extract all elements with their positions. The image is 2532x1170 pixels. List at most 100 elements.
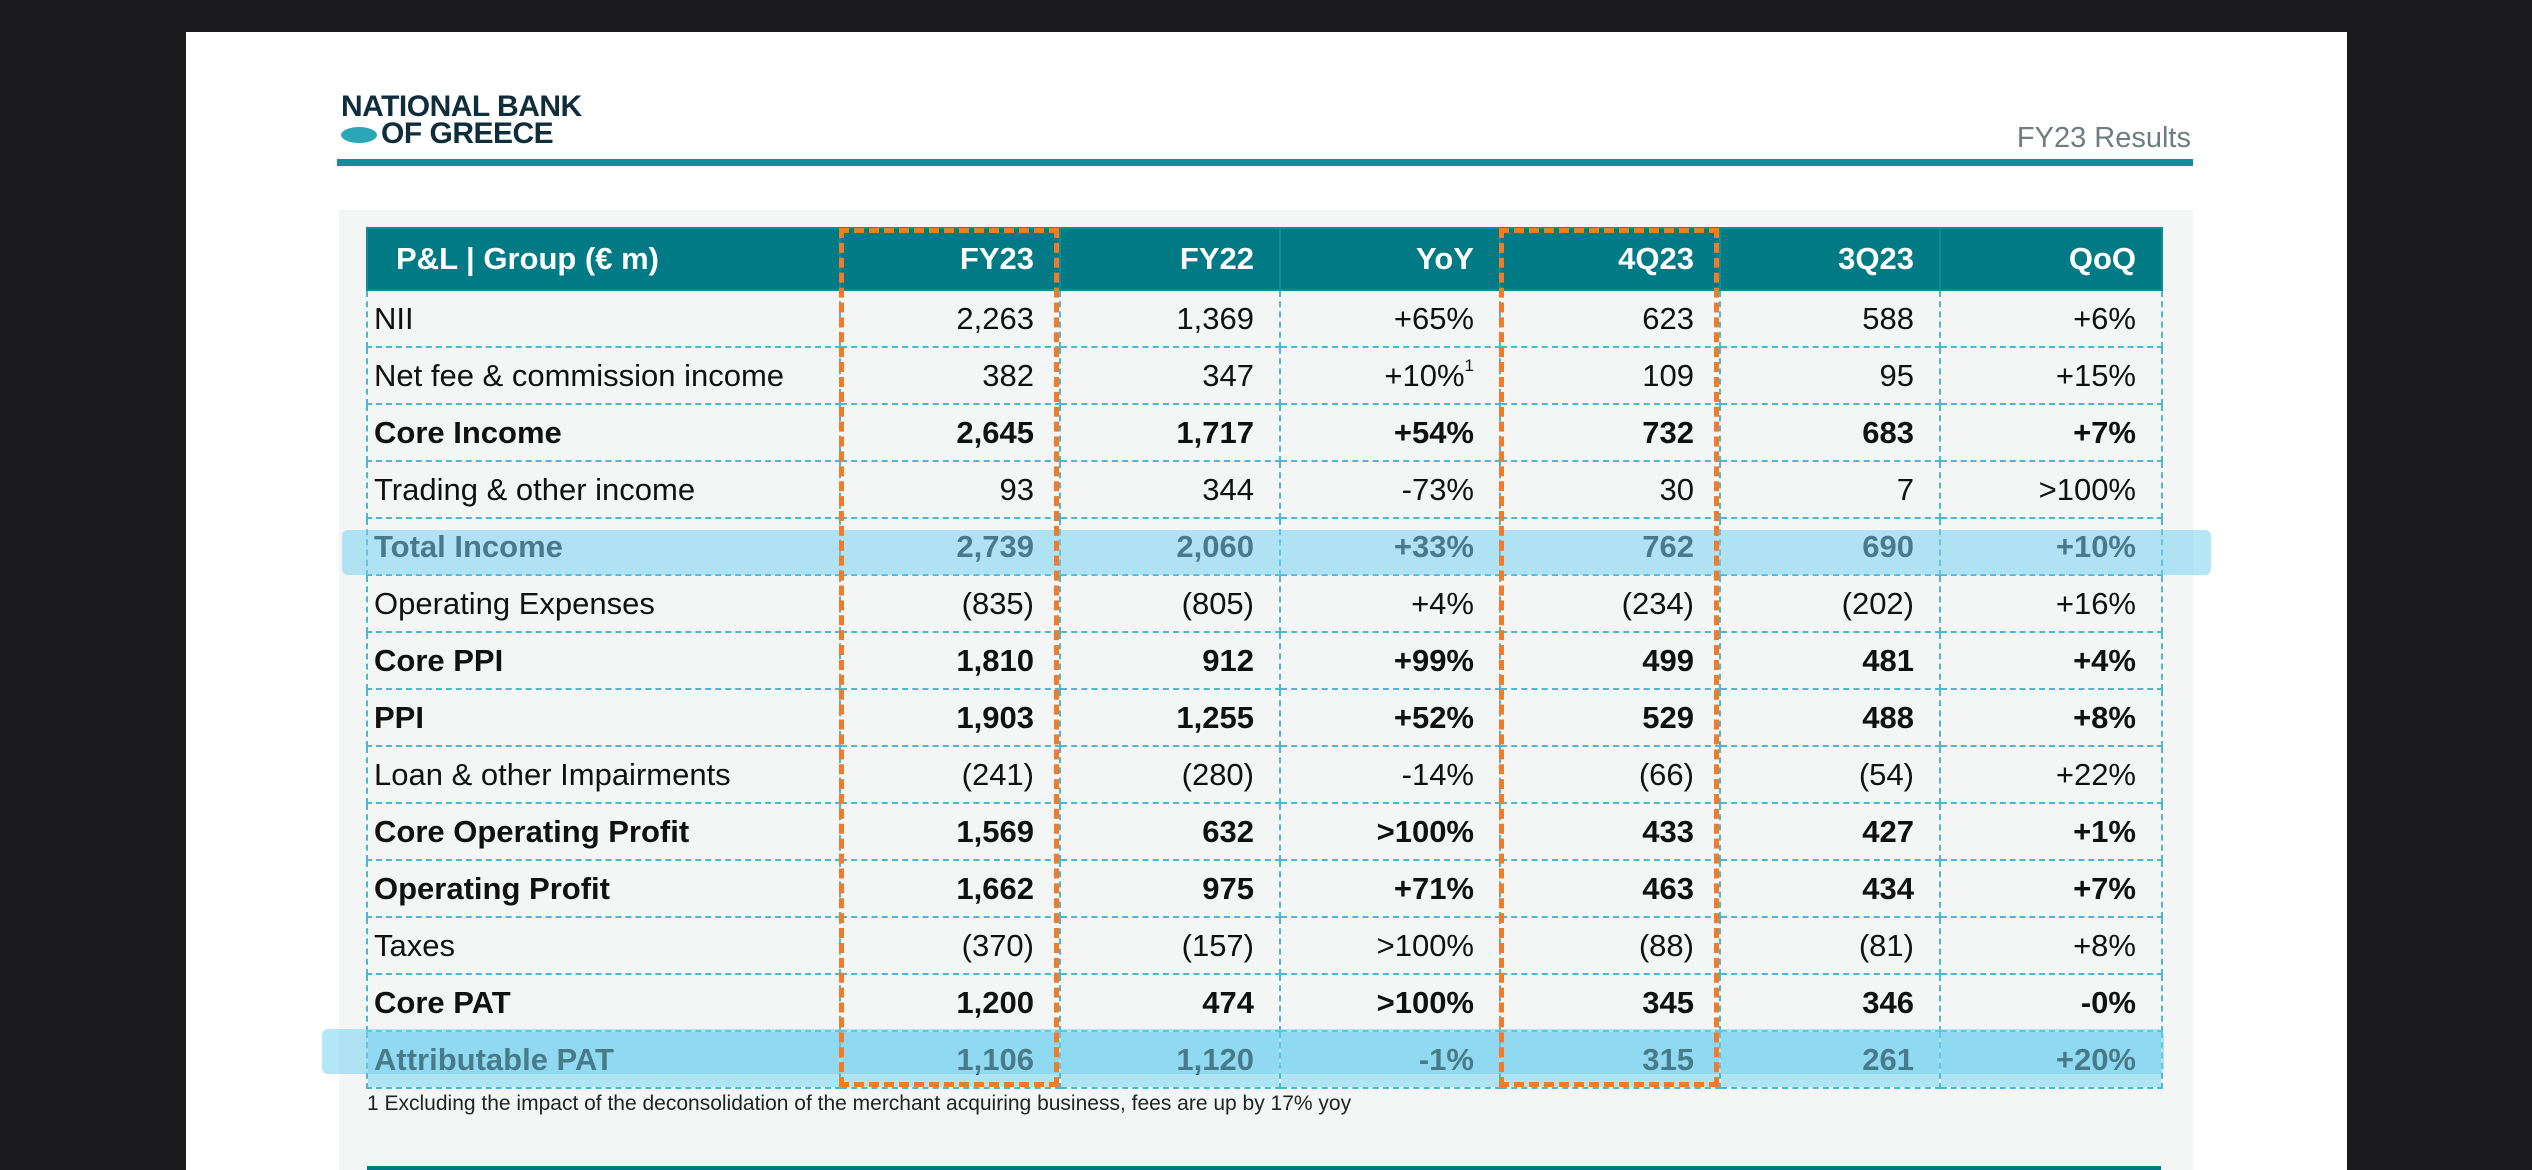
col-header-qoq: QoQ xyxy=(1939,227,2163,291)
row-label: Trading & other income xyxy=(366,460,841,519)
footnote-marker: 1 xyxy=(1464,355,1474,375)
cell-fy22: (157) xyxy=(1059,916,1281,975)
cell-fy22: 474 xyxy=(1059,973,1281,1032)
table-row-impairments: Loan & other Impairments (241) (280) -14… xyxy=(366,745,2163,804)
row-label: Net fee & commission income xyxy=(366,346,841,405)
row-label: Core Operating Profit xyxy=(366,802,841,861)
highlight-attributable-pat xyxy=(322,1029,2164,1074)
cell-qoq: +4% xyxy=(1939,631,2163,690)
cell-fy22: 632 xyxy=(1059,802,1281,861)
cell-fy23: 382 xyxy=(839,346,1061,405)
footnote: 1 Excluding the impact of the deconsolid… xyxy=(367,1092,1352,1115)
cell-fy23: 1,569 xyxy=(839,802,1061,861)
cell-3q23: (54) xyxy=(1719,745,1941,804)
cell-3q23: 481 xyxy=(1719,631,1941,690)
cell-qoq: +6% xyxy=(1939,289,2163,348)
cell-3q23: 434 xyxy=(1719,859,1941,918)
col-header-yoy: YoY xyxy=(1279,227,1501,291)
table-row-operating-expenses: Operating Expenses (835) (805) +4% (234)… xyxy=(366,574,2163,633)
logo-mark-icon xyxy=(341,127,377,143)
cell-fy23: 2,645 xyxy=(839,403,1061,462)
cell-3q23: 427 xyxy=(1719,802,1941,861)
cell-fy23: (241) xyxy=(839,745,1061,804)
cell-yoy: -73% xyxy=(1279,460,1501,519)
table-row-core-income: Core Income 2,645 1,717 +54% 732 683 +7% xyxy=(366,403,2163,462)
cell-fy22: 344 xyxy=(1059,460,1281,519)
cell-fy23: 1,662 xyxy=(839,859,1061,918)
row-label: NII xyxy=(366,289,841,348)
cell-4q23: (234) xyxy=(1499,574,1721,633)
cell-qoq: >100% xyxy=(1939,460,2163,519)
cell-yoy: +99% xyxy=(1279,631,1501,690)
cell-qoq: +8% xyxy=(1939,688,2163,747)
cell-yoy: >100% xyxy=(1279,802,1501,861)
slide-page: NATIONAL BANK OF GREECE FY23 Results P&L… xyxy=(186,32,2347,1170)
cell-qoq: +7% xyxy=(1939,859,2163,918)
cell-fy23: 2,263 xyxy=(839,289,1061,348)
header-divider xyxy=(337,159,2193,166)
row-label: Taxes xyxy=(366,916,841,975)
cell-4q23: 109 xyxy=(1499,346,1721,405)
cell-fy22: 347 xyxy=(1059,346,1281,405)
cell-yoy: -14% xyxy=(1279,745,1501,804)
cell-yoy: +4% xyxy=(1279,574,1501,633)
table-row-core-operating-profit: Core Operating Profit 1,569 632 >100% 43… xyxy=(366,802,2163,861)
cell-4q23: 30 xyxy=(1499,460,1721,519)
pl-table: P&L | Group (€ m) FY23 FY22 YoY 4Q23 3Q2… xyxy=(366,227,2163,1089)
bottom-divider xyxy=(367,1166,2161,1170)
row-label: Core Income xyxy=(366,403,841,462)
cell-fy22: (805) xyxy=(1059,574,1281,633)
row-label: Operating Expenses xyxy=(366,574,841,633)
cell-qoq: +7% xyxy=(1939,403,2163,462)
cell-4q23: 732 xyxy=(1499,403,1721,462)
table-row-core-ppi: Core PPI 1,810 912 +99% 499 481 +4% xyxy=(366,631,2163,690)
row-label: PPI xyxy=(366,688,841,747)
cell-fy22: 1,255 xyxy=(1059,688,1281,747)
cell-fy22: 1,717 xyxy=(1059,403,1281,462)
table-row-operating-profit: Operating Profit 1,662 975 +71% 463 434 … xyxy=(366,859,2163,918)
logo-line-1: NATIONAL BANK xyxy=(341,90,582,123)
col-header-4q23: 4Q23 xyxy=(1499,227,1721,291)
cell-qoq: +1% xyxy=(1939,802,2163,861)
cell-3q23: 488 xyxy=(1719,688,1941,747)
cell-yoy: +65% xyxy=(1279,289,1501,348)
col-header-3q23: 3Q23 xyxy=(1719,227,1941,291)
cell-fy22: 912 xyxy=(1059,631,1281,690)
cell-4q23: 433 xyxy=(1499,802,1721,861)
cell-4q23: 529 xyxy=(1499,688,1721,747)
cell-qoq: +22% xyxy=(1939,745,2163,804)
report-title: FY23 Results xyxy=(2016,122,2191,154)
row-label: Loan & other Impairments xyxy=(366,745,841,804)
bank-logo: NATIONAL BANK OF GREECE xyxy=(341,92,601,152)
cell-yoy: +71% xyxy=(1279,859,1501,918)
table-row-net-fee: Net fee & commission income 382 347 +10%… xyxy=(366,346,2163,405)
col-header-label: P&L | Group (€ m) xyxy=(366,227,841,291)
cell-qoq: +8% xyxy=(1939,916,2163,975)
cell-3q23: 588 xyxy=(1719,289,1941,348)
cell-yoy: >100% xyxy=(1279,973,1501,1032)
fy23-column-frame xyxy=(839,228,1059,1087)
cell-fy23: 1,200 xyxy=(839,973,1061,1032)
cell-3q23: 7 xyxy=(1719,460,1941,519)
cell-yoy: +52% xyxy=(1279,688,1501,747)
row-label: Operating Profit xyxy=(366,859,841,918)
cell-qoq: +16% xyxy=(1939,574,2163,633)
cell-qoq: -0% xyxy=(1939,973,2163,1032)
cell-3q23: 683 xyxy=(1719,403,1941,462)
table-header-row: P&L | Group (€ m) FY23 FY22 YoY 4Q23 3Q2… xyxy=(366,227,2163,291)
cell-fy23: 1,810 xyxy=(839,631,1061,690)
col-header-fy23: FY23 xyxy=(839,227,1061,291)
cell-qoq: +15% xyxy=(1939,346,2163,405)
cell-3q23: 346 xyxy=(1719,973,1941,1032)
cell-4q23: (66) xyxy=(1499,745,1721,804)
cell-4q23: 463 xyxy=(1499,859,1721,918)
cell-fy22: 1,369 xyxy=(1059,289,1281,348)
highlight-total-income xyxy=(342,530,2211,575)
table-row-nii: NII 2,263 1,369 +65% 623 588 +6% xyxy=(366,289,2163,348)
table-row-core-pat: Core PAT 1,200 474 >100% 345 346 -0% xyxy=(366,973,2163,1032)
cell-3q23: (202) xyxy=(1719,574,1941,633)
cell-yoy: +10%1 xyxy=(1279,346,1501,405)
table-row-taxes: Taxes (370) (157) >100% (88) (81) +8% xyxy=(366,916,2163,975)
cell-yoy: >100% xyxy=(1279,916,1501,975)
logo-line-2: OF GREECE xyxy=(381,117,554,150)
